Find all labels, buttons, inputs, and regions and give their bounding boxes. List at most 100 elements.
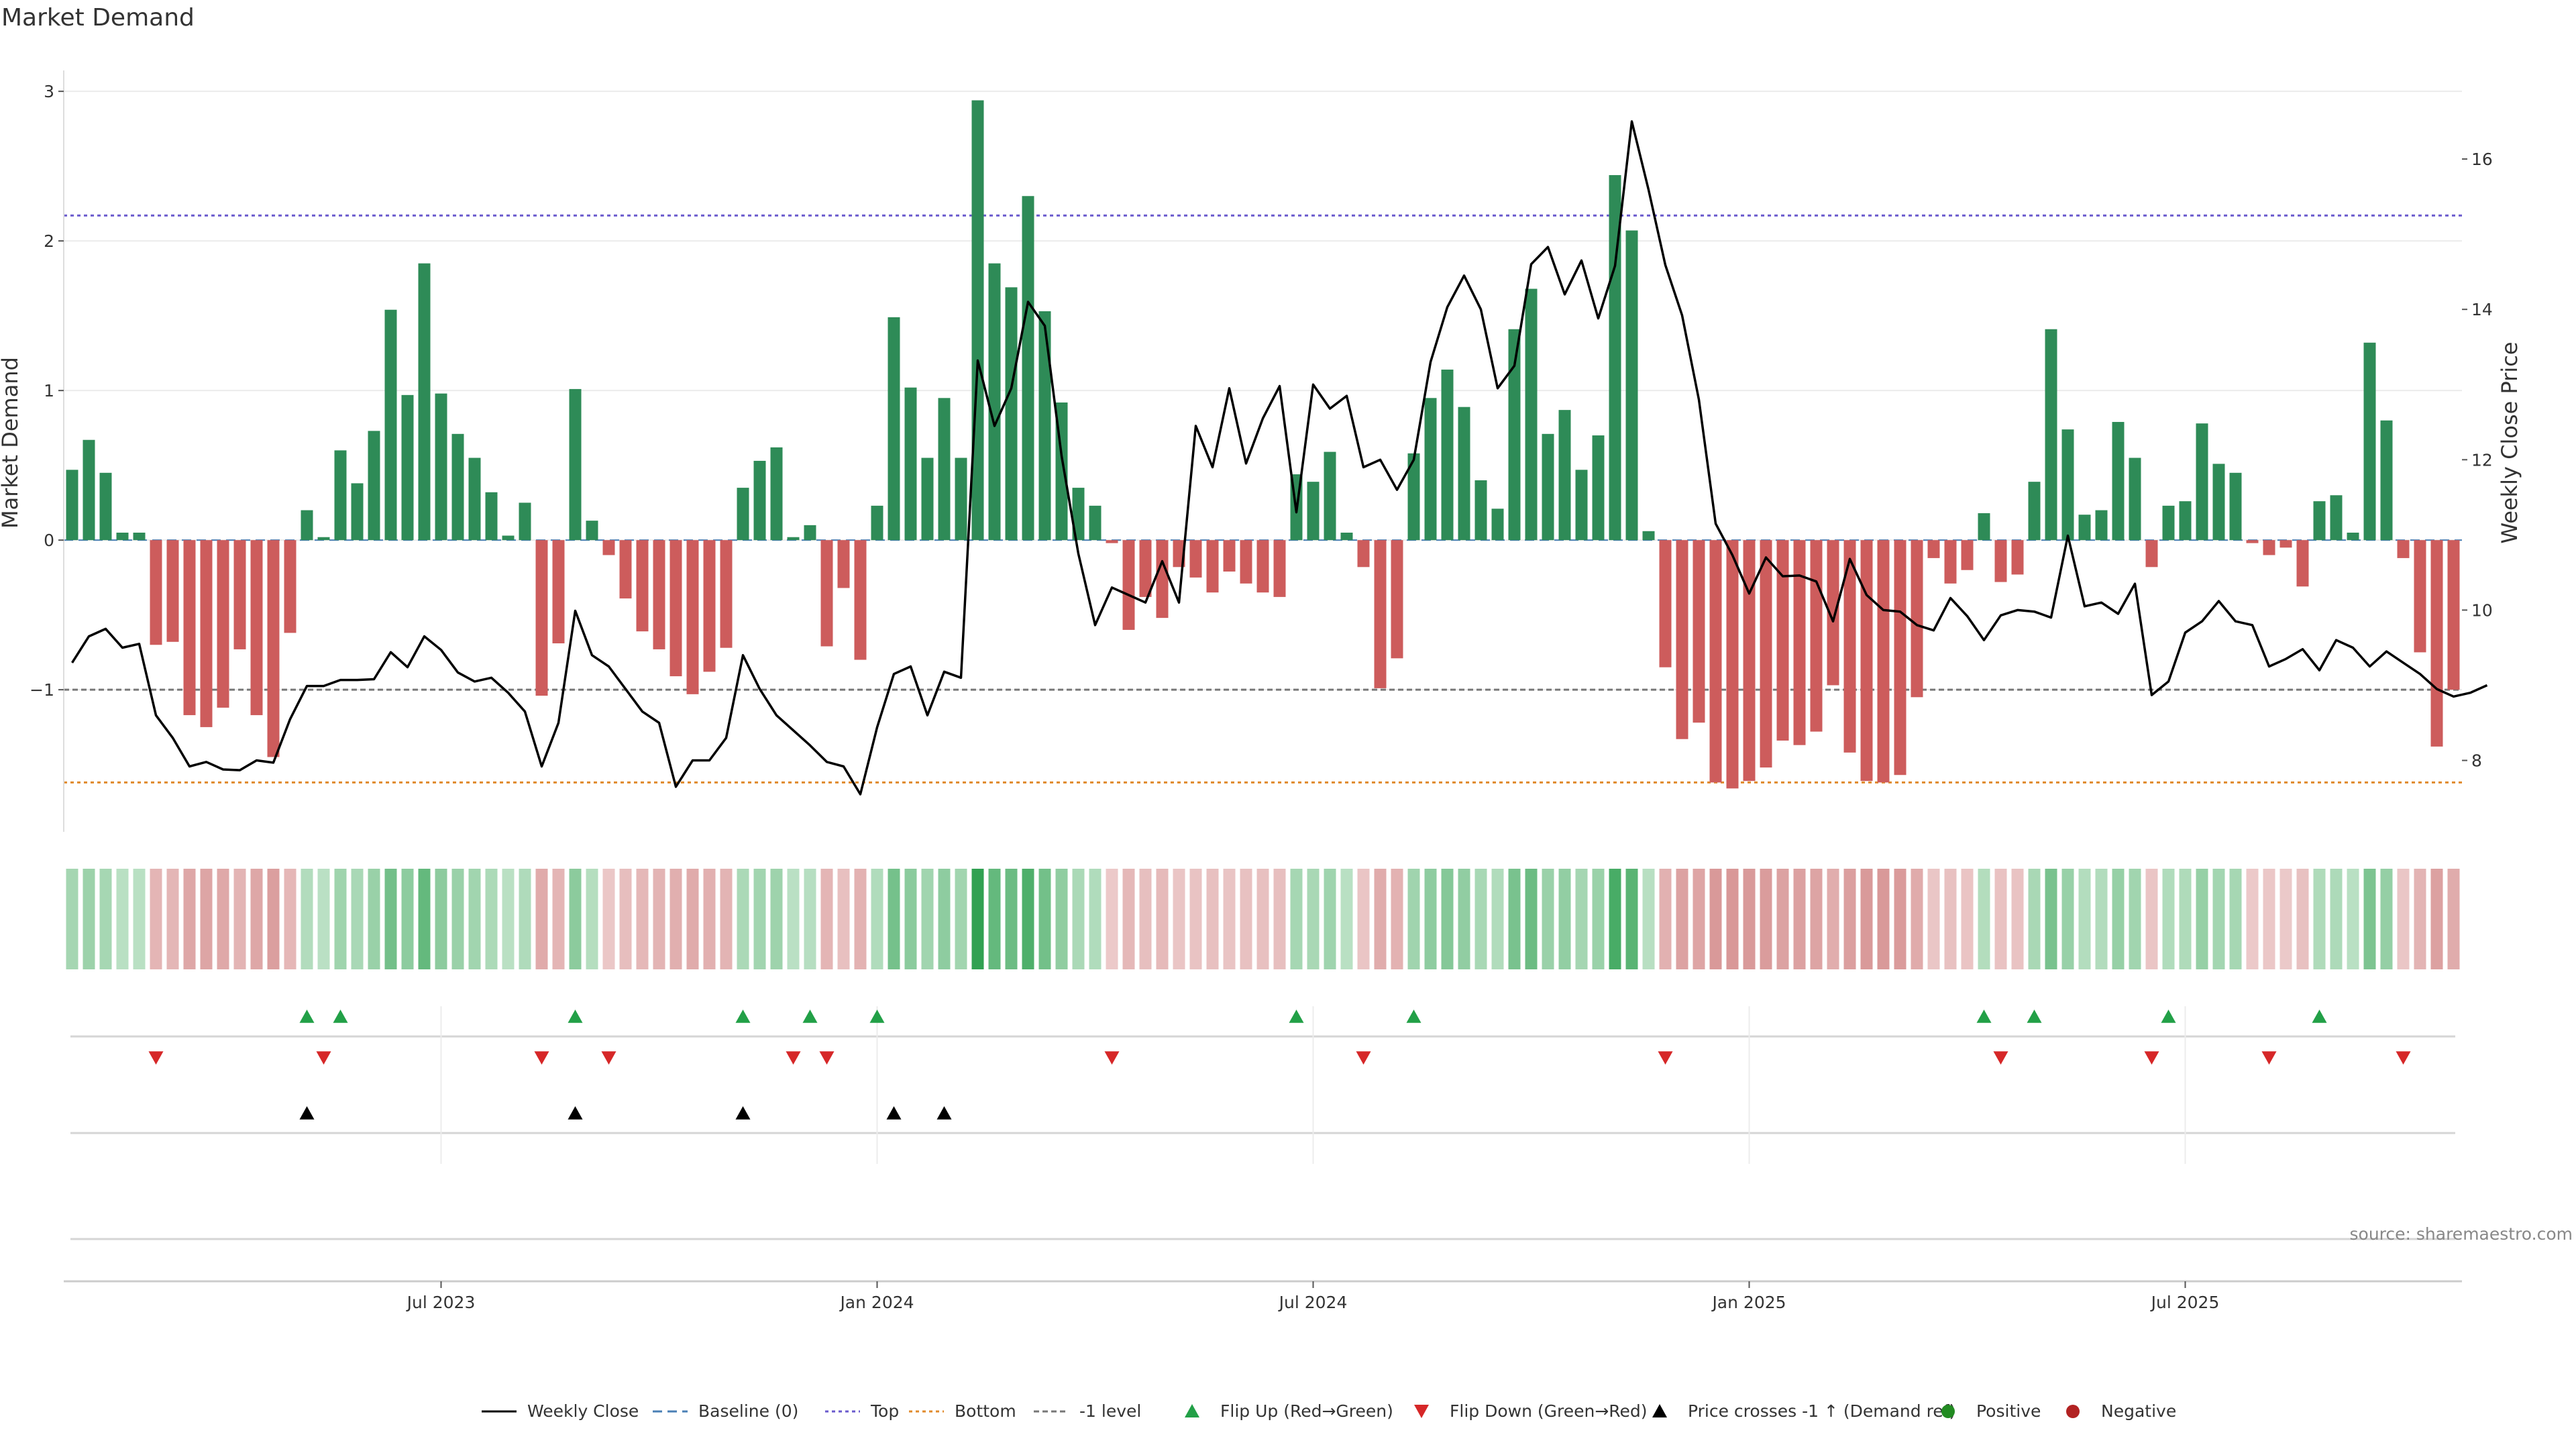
demand-bar	[552, 540, 565, 644]
demand-bar	[535, 540, 548, 696]
demand-bar	[267, 540, 280, 757]
demand-bar	[284, 540, 297, 633]
demand-bar	[938, 398, 951, 541]
heat-cell	[988, 869, 1001, 969]
demand-bar	[2212, 464, 2225, 541]
y2-tick-label: 8	[2471, 751, 2482, 771]
demand-bar	[2095, 510, 2108, 541]
demand-bar	[1793, 540, 1806, 745]
heat-cell	[1592, 869, 1605, 969]
demand-bar	[2397, 540, 2410, 558]
heat-cell	[1793, 869, 1806, 969]
heat-cell	[133, 869, 146, 969]
x-tick-label: Jul 2024	[1278, 1293, 1348, 1312]
heat-cell	[1944, 869, 1957, 969]
heat-cell	[1693, 869, 1705, 969]
heat-cell	[1642, 869, 1655, 969]
flip-down-marker	[1356, 1051, 1371, 1065]
demand-bar	[2045, 329, 2057, 541]
heat-cell	[1240, 869, 1252, 969]
heat-cell	[1206, 869, 1219, 969]
event-panels: Jul 2023 Jan 2024 Jul 2024 Jan 2025 Jul 2025	[64, 1006, 2462, 1312]
demand-bar	[1206, 540, 1219, 593]
heat-cell	[1307, 869, 1320, 969]
heat-cell	[820, 869, 833, 969]
demand-bar	[1089, 505, 1102, 541]
heat-cell	[1441, 869, 1454, 969]
flip-down-marker	[2396, 1051, 2411, 1065]
demand-bar	[854, 540, 867, 660]
x-tick-label: Jan 2024	[839, 1293, 914, 1312]
legend-label: Top	[870, 1401, 899, 1421]
flip-down-marker	[534, 1051, 549, 1065]
demand-bar	[2263, 540, 2275, 555]
heat-cell	[1458, 869, 1470, 969]
demand-bar	[2061, 429, 2074, 541]
heat-cell	[1843, 869, 1856, 969]
heat-cell	[2447, 869, 2460, 969]
price-series	[71, 120, 2488, 796]
demand-bar	[837, 540, 850, 588]
heat-cell	[1173, 869, 1185, 969]
demand-bar	[820, 540, 833, 647]
demand-bar	[1022, 196, 1034, 541]
heat-cell	[1894, 869, 1907, 969]
heat-cell	[451, 869, 464, 969]
heat-cell	[1340, 869, 1353, 969]
flip-down-marker	[1993, 1051, 2008, 1065]
heat-cell	[401, 869, 414, 969]
heat-cell	[720, 869, 733, 969]
heat-cell	[904, 869, 917, 969]
x-tick-label: Jul 2025	[2150, 1293, 2220, 1312]
flip-up-marker	[2161, 1010, 2176, 1023]
demand-bar	[384, 309, 397, 541]
flip-up-marker	[299, 1010, 315, 1023]
weekly-close-line	[71, 120, 2488, 796]
price-cross-marker	[936, 1106, 952, 1120]
demand-bar	[233, 540, 246, 649]
demand-bar	[200, 540, 213, 727]
heat-cell	[1978, 869, 1990, 969]
demand-bar	[1558, 410, 1571, 541]
heat-cell	[1625, 869, 1638, 969]
heat-cell	[552, 869, 565, 969]
heat-cell	[653, 869, 665, 969]
demand-bar	[2430, 540, 2443, 747]
demand-bar	[401, 394, 414, 541]
heat-cell	[485, 869, 498, 969]
heat-cell	[2028, 869, 2041, 969]
heat-cell	[66, 869, 78, 969]
heat-cell	[1827, 869, 1839, 969]
demand-heat-strip	[66, 869, 2460, 969]
demand-bar	[1458, 407, 1470, 541]
y2-tick-label: 16	[2471, 150, 2493, 169]
demand-bar	[1424, 398, 1437, 541]
demand-bar	[2363, 342, 2376, 541]
demand-bar	[1357, 540, 1370, 568]
demand-bar	[1911, 540, 1923, 698]
flip-up-marker	[333, 1010, 348, 1023]
heat-cell	[1072, 869, 1085, 969]
demand-bar	[2313, 501, 2326, 541]
heat-cell	[2212, 869, 2225, 969]
demand-bar	[2112, 421, 2125, 541]
heat-cell	[955, 869, 967, 969]
flip-up-marker	[735, 1010, 751, 1023]
demand-bar	[2246, 540, 2259, 543]
heat-cell	[871, 869, 883, 969]
heat-cell	[1927, 869, 1940, 969]
demand-bar	[2229, 472, 2242, 541]
heat-cell	[854, 869, 867, 969]
heat-cell	[1005, 869, 1018, 969]
demand-bar	[502, 535, 515, 541]
heat-cell	[1743, 869, 1756, 969]
flip-up-marker	[2312, 1010, 2327, 1023]
legend-positive-swatch	[1941, 1405, 1955, 1418]
heat-cell	[1089, 869, 1102, 969]
demand-bar	[753, 460, 766, 541]
heat-cell	[1424, 869, 1437, 969]
heat-cell	[2263, 869, 2275, 969]
legend: Weekly Close Baseline (0) Top Bottom -1 leve…	[482, 1401, 2176, 1421]
demand-bar	[2330, 495, 2343, 541]
heat-cell	[1776, 869, 1789, 969]
